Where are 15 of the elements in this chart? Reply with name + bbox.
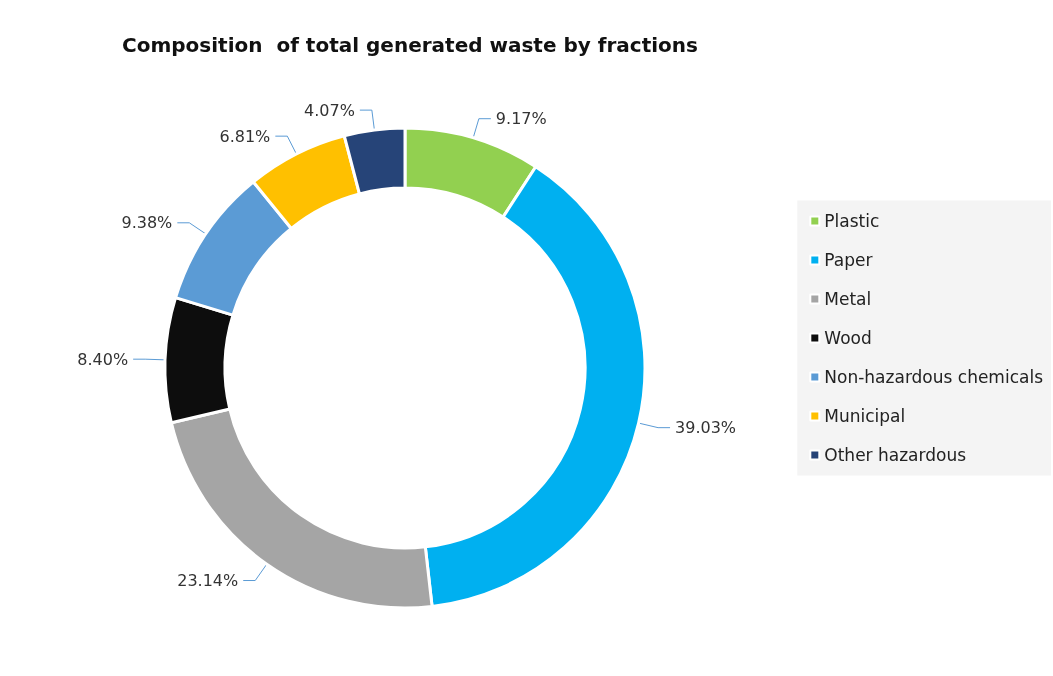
legend-label: Plastic — [824, 211, 880, 231]
data-label: 9.17% — [495, 109, 547, 129]
data-label: 23.14% — [177, 571, 239, 591]
chart-title: Composition of total generated waste by fractions — [122, 33, 698, 57]
legend-label: Wood — [824, 328, 872, 348]
legend-label: Municipal — [824, 406, 906, 426]
legend-label: Metal — [824, 289, 872, 309]
legend-label: Non-hazardous chemicals — [824, 367, 1044, 387]
data-label: 9.38% — [121, 213, 173, 233]
data-label: 4.07% — [304, 100, 355, 120]
data-label: 8.40% — [77, 349, 129, 369]
data-label: 39.03% — [675, 418, 737, 438]
legend-label: Paper — [824, 250, 873, 270]
legend-label: Other hazardous — [824, 445, 967, 465]
data-label: 6.81% — [219, 126, 271, 146]
